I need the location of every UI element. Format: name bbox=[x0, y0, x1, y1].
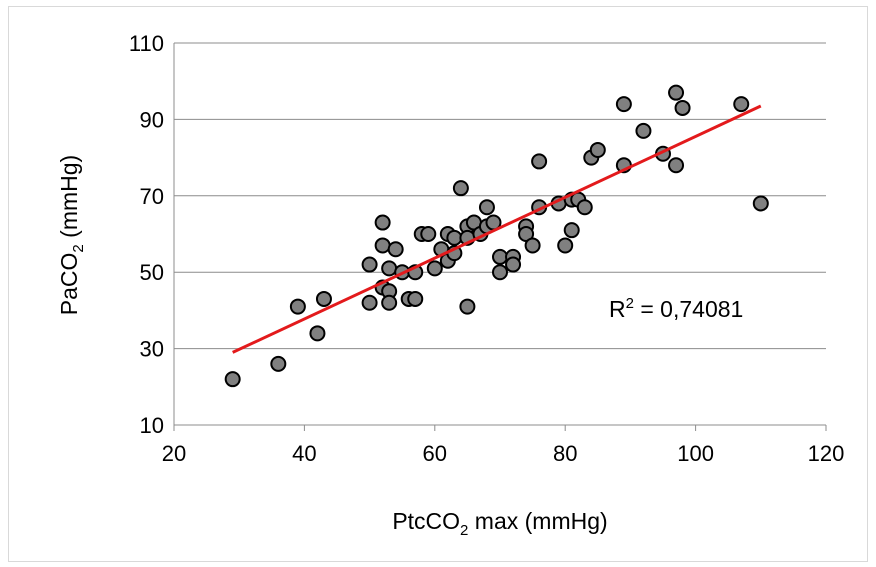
data-point-51 bbox=[589, 141, 606, 158]
data-point-33 bbox=[478, 199, 495, 216]
data-point-0 bbox=[224, 371, 241, 388]
data-point-41 bbox=[524, 237, 541, 254]
chart-frame bbox=[8, 6, 868, 562]
data-points bbox=[224, 84, 769, 388]
data-point-36 bbox=[492, 248, 508, 265]
data-point-35 bbox=[492, 264, 508, 281]
data-point-49 bbox=[576, 199, 593, 216]
data-point-19 bbox=[420, 226, 437, 242]
data-point-2 bbox=[289, 298, 306, 315]
trendline bbox=[232, 104, 762, 354]
data-point-8 bbox=[374, 237, 391, 254]
x-tick-label-100: 100 bbox=[677, 441, 714, 466]
data-point-5 bbox=[361, 256, 378, 273]
x-tick-label-80: 80 bbox=[553, 441, 577, 466]
y-tick-label-70: 70 bbox=[140, 184, 164, 209]
y-tick-label-10: 10 bbox=[140, 413, 164, 438]
data-point-58 bbox=[674, 99, 691, 116]
trendline-layer bbox=[232, 104, 762, 354]
tick-labels: 10 30 50 70 90 110 20 40 60 80 100 120 bbox=[129, 31, 844, 466]
data-point-42 bbox=[531, 153, 548, 170]
data-point-26 bbox=[452, 180, 469, 197]
data-point-47 bbox=[563, 222, 580, 239]
x-tick-label-20: 20 bbox=[162, 441, 186, 466]
data-point-29 bbox=[459, 298, 476, 315]
data-point-52 bbox=[615, 96, 632, 113]
data-point-38 bbox=[505, 256, 522, 273]
data-point-59 bbox=[733, 96, 750, 113]
data-point-1 bbox=[270, 355, 287, 372]
data-point-57 bbox=[668, 157, 685, 174]
data-point-3 bbox=[309, 325, 326, 342]
data-point-10 bbox=[381, 260, 398, 277]
y-tick-label-30: 30 bbox=[140, 337, 164, 362]
x-axis-title: PtcCO2 max (mmHg) bbox=[392, 508, 607, 539]
data-point-60 bbox=[752, 195, 769, 212]
data-point-25 bbox=[446, 229, 463, 246]
x-tick-label-40: 40 bbox=[292, 441, 316, 466]
data-point-20 bbox=[426, 260, 443, 277]
data-point-6 bbox=[361, 294, 378, 311]
r-squared-annotation: R2 = 0,74081 bbox=[609, 295, 743, 322]
data-point-56 bbox=[668, 84, 685, 101]
data-point-54 bbox=[635, 122, 652, 139]
data-point-13 bbox=[387, 241, 404, 258]
data-point-7 bbox=[374, 214, 391, 231]
y-tick-label-50: 50 bbox=[140, 260, 164, 285]
x-tick-label-60: 60 bbox=[423, 441, 447, 466]
data-point-45 bbox=[557, 237, 574, 254]
data-point-4 bbox=[315, 290, 332, 307]
x-tick-label-120: 120 bbox=[808, 441, 845, 466]
y-tick-label-110: 110 bbox=[129, 31, 164, 56]
y-axis-title: PaCO2 (mmHg) bbox=[56, 155, 87, 315]
data-point-16 bbox=[407, 290, 424, 307]
y-tick-label-90: 90 bbox=[140, 107, 164, 132]
data-point-12 bbox=[381, 294, 398, 311]
axes bbox=[173, 43, 827, 431]
